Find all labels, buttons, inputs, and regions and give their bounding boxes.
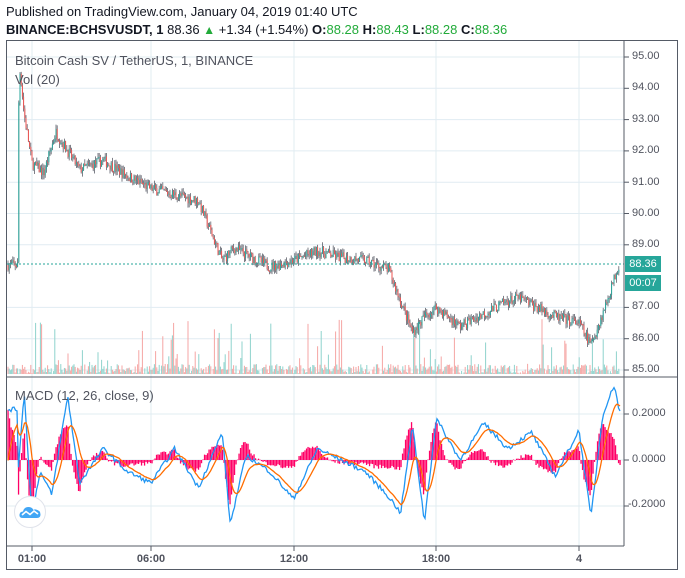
price-tick: 89.00 bbox=[632, 238, 660, 250]
macd-tick: 0.2000 bbox=[632, 407, 666, 419]
price-tick: 92.00 bbox=[632, 144, 660, 156]
macd-tick: 0.0000 bbox=[632, 453, 666, 465]
symbol-ohlc-bar: BINANCE:BCHSVUSDT, 1 88.36 ▲ +1.34 (+1.5… bbox=[6, 22, 507, 37]
price-tick: 91.00 bbox=[632, 176, 660, 188]
signal-line bbox=[7, 403, 621, 506]
price-pane-title: Bitcoin Cash SV / TetherUS, 1, BINANCE bbox=[15, 53, 254, 68]
last-price-tag: 88.36 bbox=[625, 256, 661, 272]
macd-pane-title[interactable]: MACD (12, 26, close, 9) bbox=[15, 388, 154, 403]
published-note: Published on TradingView.com, January 04… bbox=[6, 4, 358, 19]
price-change: +1.34 (+1.54%) bbox=[218, 22, 309, 37]
time-tick: 18:00 bbox=[421, 553, 451, 565]
axis-ticks bbox=[31, 56, 629, 551]
high-label: H: bbox=[362, 22, 377, 37]
grid-lines bbox=[7, 41, 624, 546]
tradingview-logo[interactable] bbox=[14, 496, 46, 528]
bar-countdown-tag: 00:07 bbox=[625, 275, 661, 291]
macd-tick: -0.2000 bbox=[628, 498, 666, 510]
low-label: L: bbox=[412, 22, 425, 37]
macd-line bbox=[7, 386, 621, 523]
chart-frame bbox=[6, 40, 678, 570]
price-tick: 94.00 bbox=[632, 81, 660, 93]
tradingview-cloud-icon bbox=[19, 507, 41, 518]
up-arrow-icon: ▲ bbox=[203, 23, 216, 37]
price-tick: 93.00 bbox=[632, 113, 660, 125]
time-tick: 01:00 bbox=[17, 553, 47, 565]
close-value: 88.36 bbox=[474, 22, 508, 37]
open-label: O: bbox=[312, 22, 327, 37]
last-price: 88.36 bbox=[167, 22, 200, 37]
price-tick: 85.00 bbox=[632, 363, 660, 375]
close-label: C: bbox=[461, 22, 475, 37]
low-value: 88.28 bbox=[424, 22, 458, 37]
open-value: 88.28 bbox=[326, 22, 360, 37]
volume-label[interactable]: Vol (20) bbox=[15, 72, 60, 87]
price-tick: 90.00 bbox=[632, 207, 660, 219]
time-tick: 4 bbox=[575, 553, 583, 565]
price-candles bbox=[7, 71, 620, 347]
time-tick: 12:00 bbox=[279, 553, 309, 565]
price-tick: 95.00 bbox=[632, 50, 660, 62]
volume-bars bbox=[7, 319, 620, 374]
price-tick: 87.00 bbox=[632, 300, 660, 312]
symbol-label: BINANCE:BCHSVUSDT, 1 bbox=[6, 22, 164, 37]
price-tick: 86.00 bbox=[632, 332, 660, 344]
time-tick: 06:00 bbox=[136, 553, 166, 565]
high-value: 88.43 bbox=[376, 22, 409, 37]
macd-histogram bbox=[7, 409, 621, 518]
